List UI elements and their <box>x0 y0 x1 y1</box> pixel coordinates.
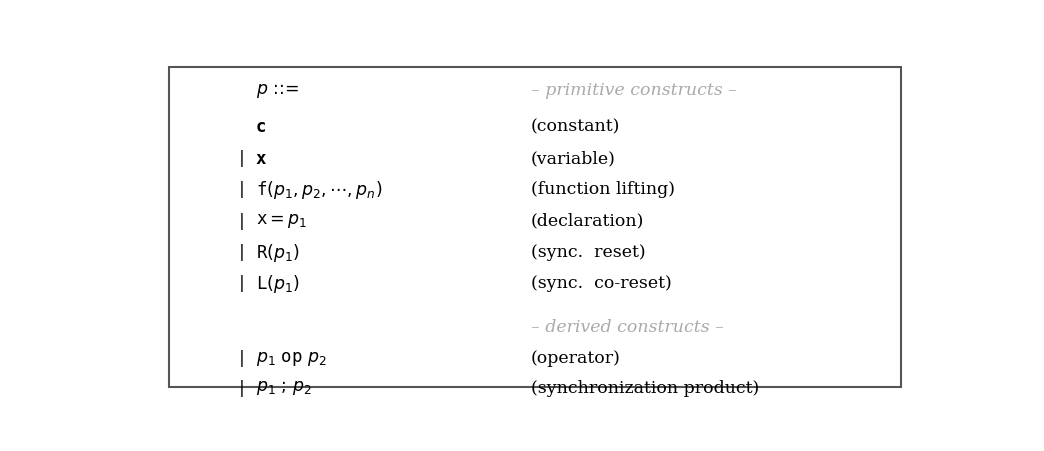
Text: (function lifting): (function lifting) <box>531 181 675 198</box>
Text: $\mathtt{x} = p_1$: $\mathtt{x} = p_1$ <box>256 212 307 230</box>
Text: $p$ ::=: $p$ ::= <box>256 82 299 100</box>
Text: (sync.  co-reset): (sync. co-reset) <box>531 275 671 292</box>
Text: (declaration): (declaration) <box>531 212 644 229</box>
Text: (variable): (variable) <box>531 150 616 167</box>
Text: (synchronization product): (synchronization product) <box>531 379 759 396</box>
Text: – primitive constructs –: – primitive constructs – <box>531 82 737 99</box>
Text: |: | <box>239 350 245 367</box>
Text: |: | <box>239 150 245 167</box>
Text: |: | <box>239 379 245 396</box>
Text: $\mathtt{L}(p_1)$: $\mathtt{L}(p_1)$ <box>256 272 300 295</box>
FancyBboxPatch shape <box>169 68 901 387</box>
Text: $p_1$ $\mathtt{op}$ $p_2$: $p_1$ $\mathtt{op}$ $p_2$ <box>256 349 327 367</box>
Text: |: | <box>239 181 245 198</box>
Text: (sync.  reset): (sync. reset) <box>531 244 645 261</box>
Text: $p_1$ ; $p_2$: $p_1$ ; $p_2$ <box>256 378 312 396</box>
Text: (constant): (constant) <box>531 119 620 136</box>
Text: |: | <box>239 244 245 261</box>
Text: $\mathtt{f}(p_1, p_2, \cdots, p_n)$: $\mathtt{f}(p_1, p_2, \cdots, p_n)$ <box>256 179 382 201</box>
Text: |: | <box>239 212 245 229</box>
Text: $\mathtt{R}(p_1)$: $\mathtt{R}(p_1)$ <box>256 241 300 263</box>
Text: c: c <box>256 118 266 136</box>
Text: – derived constructs –: – derived constructs – <box>531 318 723 335</box>
Text: (operator): (operator) <box>531 350 621 367</box>
Text: x: x <box>256 149 266 167</box>
Text: |: | <box>239 275 245 292</box>
